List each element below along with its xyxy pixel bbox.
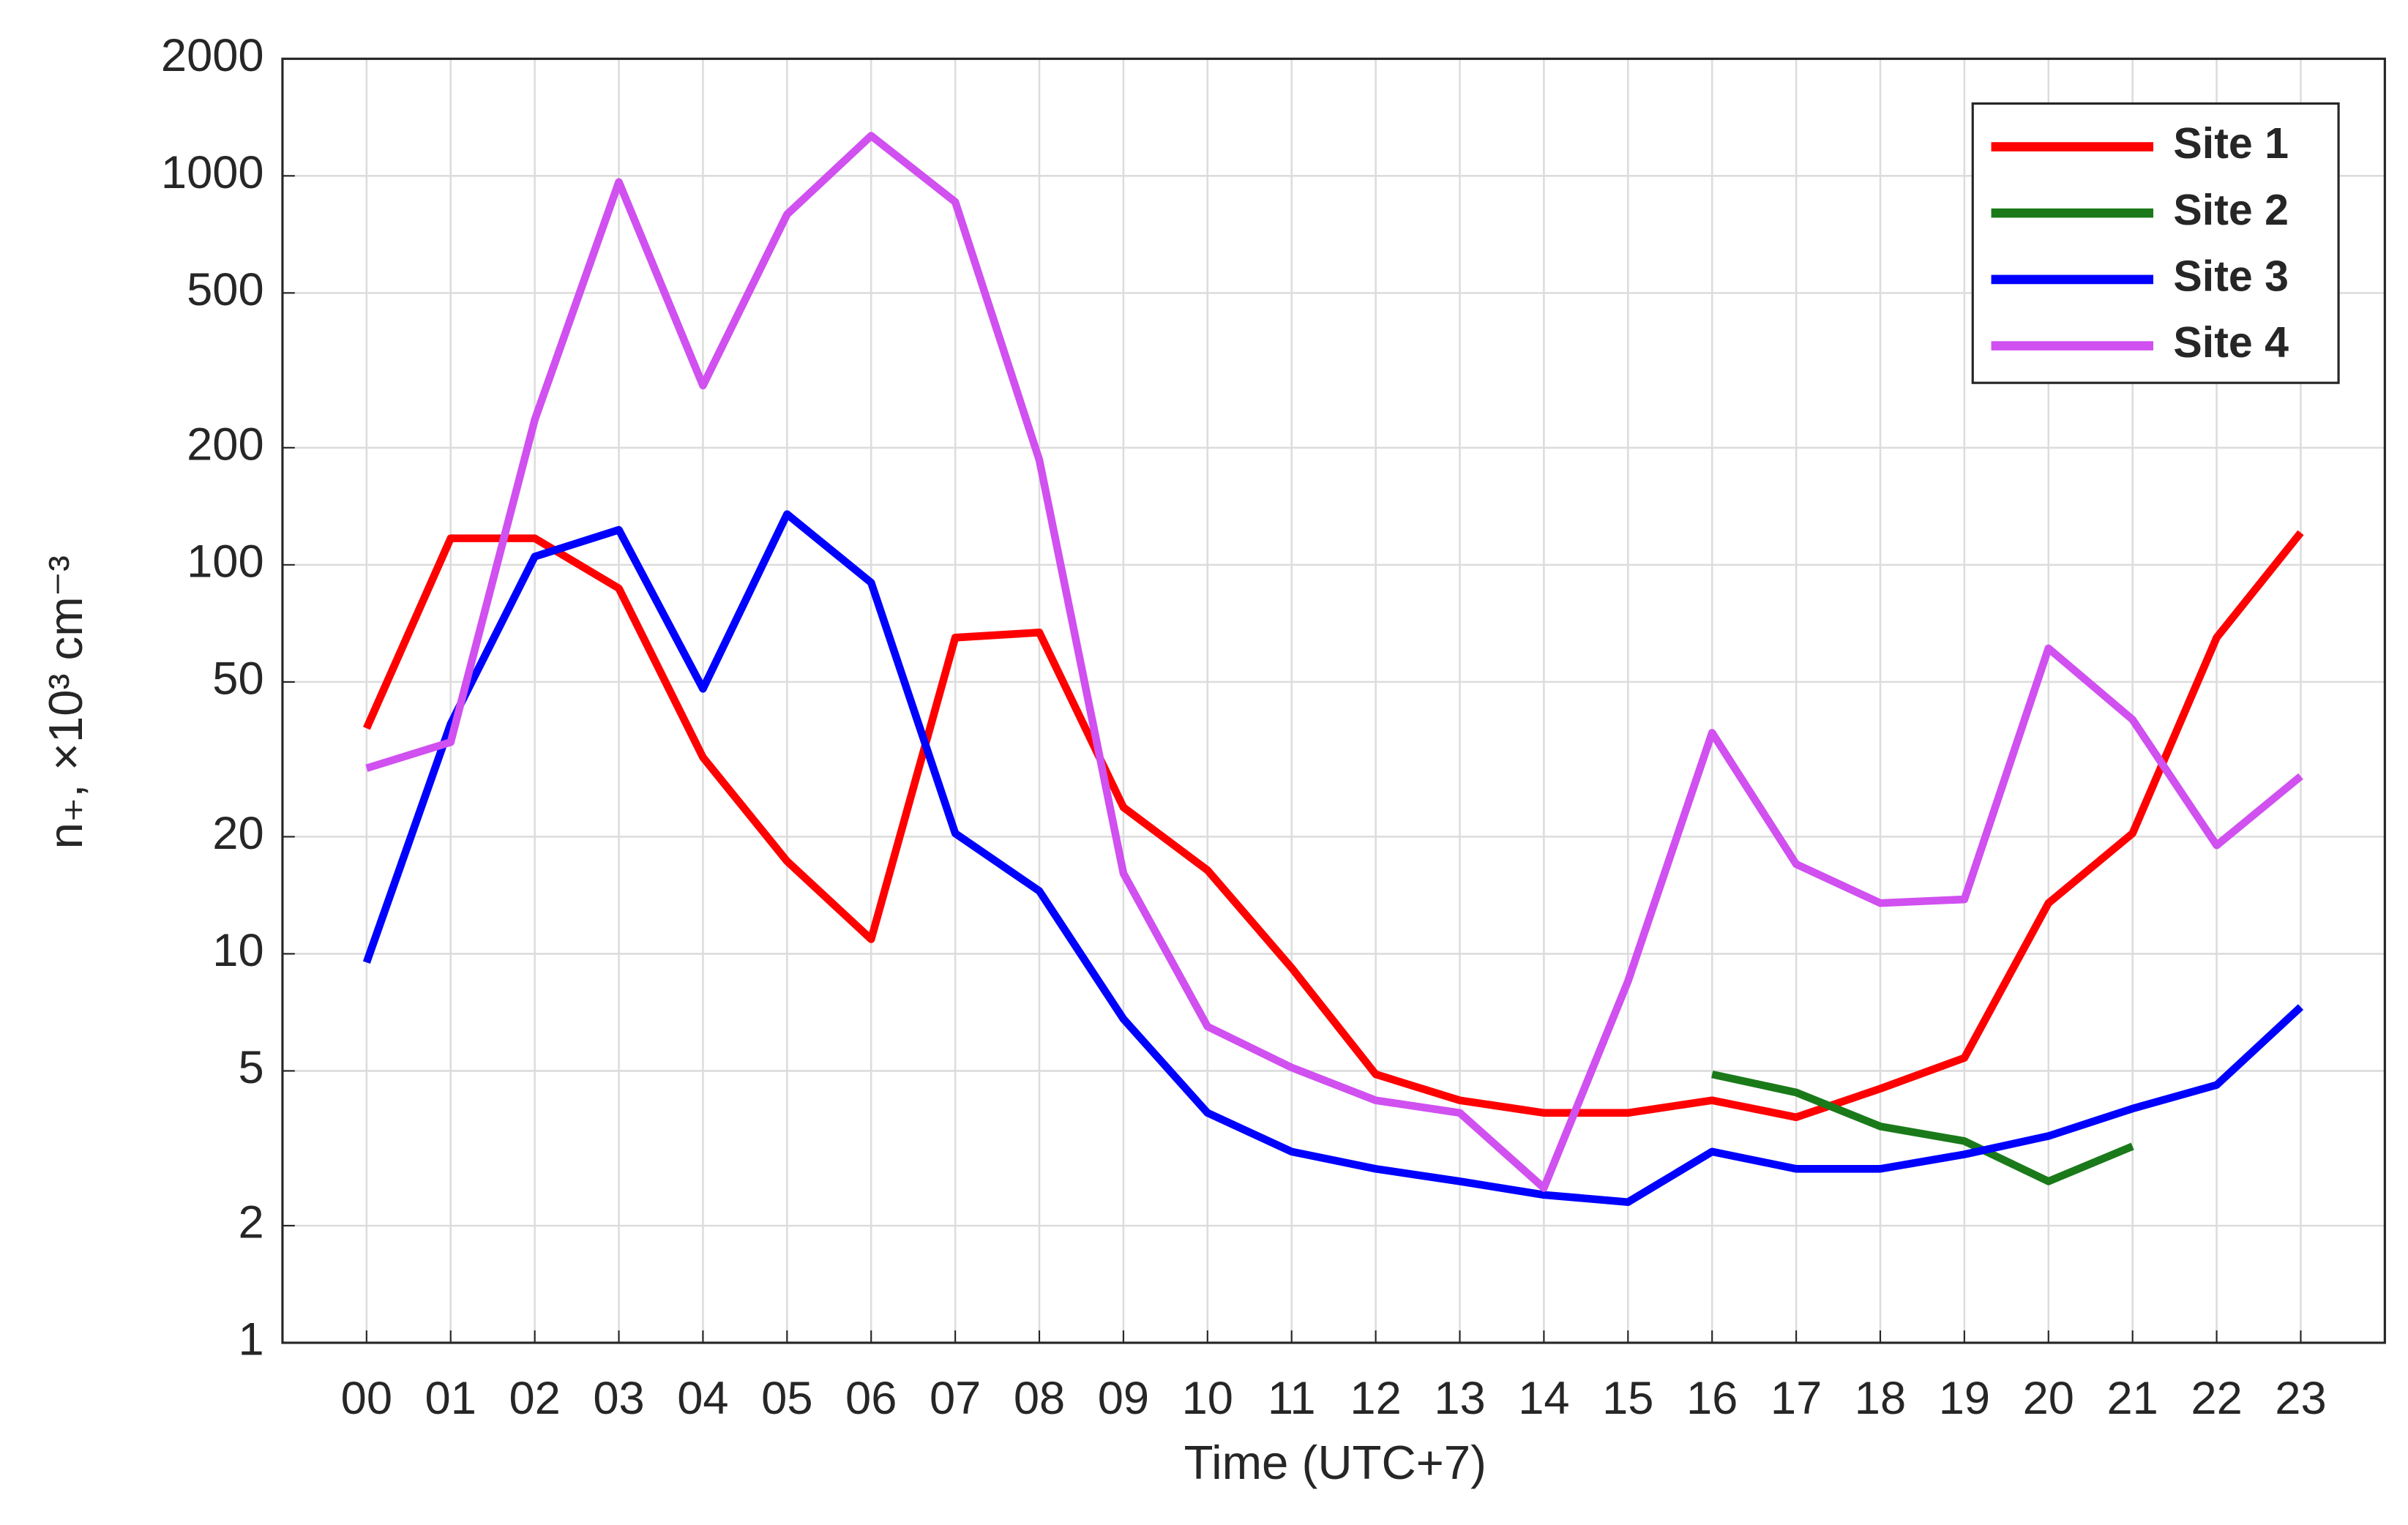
axes-box (281, 57, 2386, 1344)
y-tick-label: 10 (212, 925, 263, 976)
y-tick-label: 2000 (161, 30, 264, 81)
x-tick-label: 02 (509, 1373, 560, 1424)
x-tick-label: 15 (1602, 1373, 1653, 1424)
x-tick-label: 03 (593, 1373, 644, 1424)
x-tick-label: 08 (1014, 1373, 1065, 1424)
legend-label: Site 2 (2173, 186, 2289, 234)
x-tick-label: 23 (2275, 1373, 2326, 1424)
y-tick-label: 50 (212, 653, 263, 705)
y-axis-label: n₊, ×10³ cm⁻³ (39, 555, 92, 849)
legend-label: Site 1 (2173, 119, 2289, 168)
x-tick-label: 14 (1518, 1373, 1569, 1424)
x-tick-label: 10 (1182, 1373, 1233, 1424)
series-line (1711, 1070, 2134, 1185)
y-tick-label: 500 (187, 264, 264, 315)
y-tick-label: 100 (187, 536, 264, 588)
series-line (363, 530, 2304, 1122)
x-tick-label: 04 (677, 1373, 728, 1424)
series-line (365, 132, 2303, 1192)
x-tick-label: 17 (1771, 1373, 1822, 1424)
legend-label: Site 3 (2173, 252, 2289, 300)
x-tick-label: 06 (845, 1373, 897, 1424)
legend-label: Site 4 (2173, 318, 2289, 367)
x-tick-label: 11 (1268, 1373, 1316, 1424)
x-axis-label: Time (UTC+7) (1184, 1436, 1487, 1489)
x-tick-label: 21 (2106, 1373, 2158, 1424)
x-tick-label: 19 (1939, 1373, 1990, 1424)
y-tick-label: 20 (212, 808, 263, 859)
series-line (362, 510, 2304, 1206)
x-tick-label: 13 (1434, 1373, 1485, 1424)
x-tick-label: 09 (1098, 1373, 1149, 1424)
x-tick-label: 00 (341, 1373, 392, 1424)
y-tick-label: 1 (238, 1314, 263, 1365)
x-tick-label: 07 (930, 1373, 981, 1424)
y-tick-label: 2 (238, 1197, 263, 1248)
x-tick-label: 18 (1855, 1373, 1906, 1424)
x-tick-label: 20 (2023, 1373, 2074, 1424)
y-tick-label: 1000 (161, 147, 264, 198)
x-tick-label: 16 (1686, 1373, 1738, 1424)
x-tick-label: 12 (1350, 1373, 1401, 1424)
y-tick-label: 200 (187, 419, 264, 471)
y-tick-label: 5 (238, 1042, 263, 1093)
x-tick-label: 05 (761, 1373, 812, 1424)
x-tick-label: 01 (425, 1373, 476, 1424)
x-tick-label: 22 (2191, 1373, 2242, 1424)
